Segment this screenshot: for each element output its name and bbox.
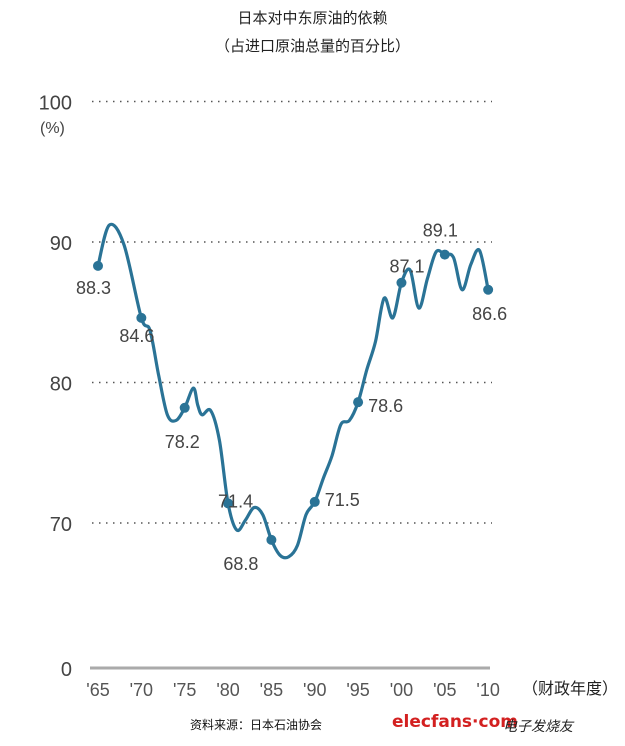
data-label: 86.6 [472,304,507,324]
data-point [179,402,190,413]
y-axis-unit: (%) [40,120,65,137]
x-axis-label: （财政年度） [522,679,618,698]
y-tick-label: 100 [39,93,72,115]
x-tick-label: '85 [260,680,283,700]
data-point [439,249,450,260]
y-tick-label: 70 [50,514,72,536]
series-line [96,222,490,560]
x-tick-label: '90 [303,680,326,700]
x-tick-label: '70 [130,680,153,700]
data-label: 88.3 [76,278,111,298]
chart-title: 日本对中东原油的依赖 [237,9,388,27]
x-tick-label: '05 [433,680,456,700]
data-label: 68.8 [223,554,258,574]
data-point [93,260,103,271]
logo-cn: 电子发烧友 [503,719,573,735]
chart-subtitle: （占进口原油总量的百分比） [214,37,410,55]
x-tick-label: '00 [390,680,413,700]
x-tick-label: '80 [216,680,239,700]
x-tick-label: '95 [346,680,369,700]
x-tick-label: '65 [86,680,109,700]
x-tick-label: '10 [476,680,499,700]
data-point [483,284,494,295]
data-label: 87.1 [389,257,424,277]
x-tick-label: '75 [173,680,196,700]
data-point [136,312,147,323]
y-tick-label: 90 [50,233,72,255]
data-point [223,498,234,509]
data-label: 71.5 [325,490,360,510]
logo: elecfans·com [392,712,518,732]
source-note: 资料来源：日本石油协会 [190,718,323,732]
data-point [309,496,320,507]
data-point [266,534,277,545]
data-point [353,397,364,408]
data-label: 78.6 [368,396,403,416]
data-point [396,277,407,288]
y-tick-label: 80 [50,374,72,396]
data-label: 71.4 [218,491,253,511]
data-label: 89.1 [423,221,458,241]
data-label: 84.6 [119,326,154,346]
y-tick-label: 0 [61,659,72,681]
data-label: 78.2 [165,432,200,452]
